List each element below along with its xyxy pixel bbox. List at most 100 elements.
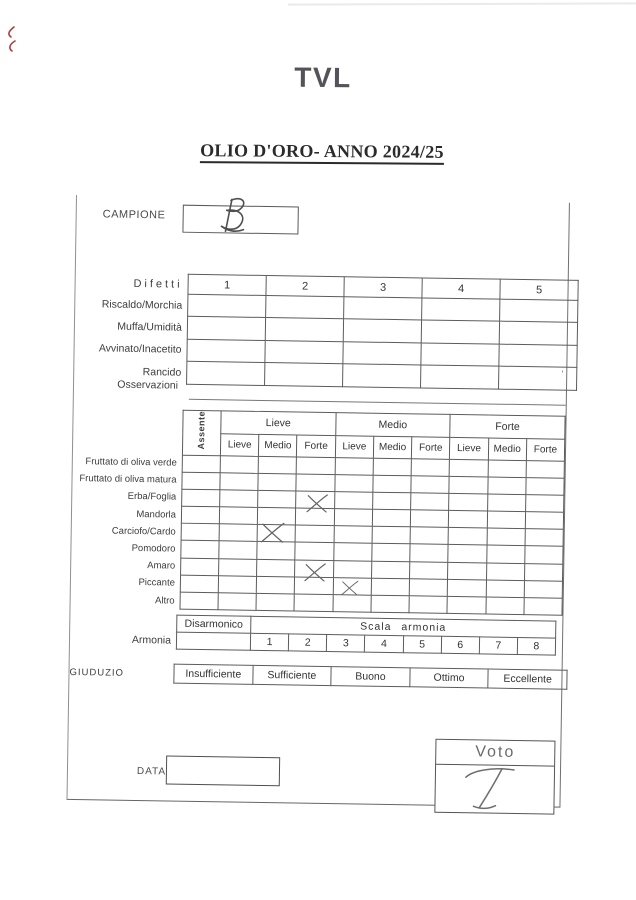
attributi-cell — [296, 456, 336, 475]
stray-pen-mark: ' — [560, 368, 565, 379]
x-mark-icon — [306, 494, 328, 513]
form-title: OLIO D'ORO- ANNO 2024/25 — [200, 140, 444, 165]
difetti-cell — [343, 319, 422, 343]
attributi-cell — [371, 526, 411, 545]
attributi-cell — [409, 595, 448, 614]
difetti-cell — [343, 296, 422, 321]
x-mark-icon — [260, 523, 285, 544]
disarmonico-header: Disarmonico — [176, 615, 251, 634]
attributi-cell — [371, 560, 410, 579]
data-label: DATA — [136, 766, 167, 778]
attributi-cell — [182, 454, 221, 473]
voto-value — [435, 765, 554, 813]
giudizio-option: Eccellente — [488, 669, 568, 690]
attributi-cell — [371, 543, 411, 562]
scala-armonia-cell: 6 — [440, 636, 480, 654]
difetti-cell — [264, 362, 343, 387]
attributi-cell — [296, 490, 335, 513]
attributi-cell — [447, 596, 486, 615]
armonia-spacer — [70, 613, 177, 632]
handwritten-7-icon — [465, 768, 515, 810]
scala-armonia-cell: 3 — [326, 634, 365, 653]
scala-armonia-cell: 4 — [364, 635, 404, 653]
difetti-cell — [342, 363, 421, 388]
attributi-cell — [487, 476, 526, 495]
attributi-cell — [373, 457, 412, 476]
scala-armonia-cell: 2 — [288, 633, 327, 652]
attributi-cell — [181, 523, 220, 542]
armonia-table: Disarmonico Scala armonia Armonia 1 2 3 4 5 6 7 8 — [70, 613, 556, 656]
difetti-cell: ' — [498, 366, 577, 390]
attributi-cell — [448, 527, 487, 546]
attributi-cell — [258, 455, 297, 474]
difetti-cell — [421, 297, 500, 322]
osservazioni-label: Osservazioni — [117, 378, 179, 392]
attributi-cell — [258, 473, 297, 491]
attributi-cell — [294, 594, 333, 612]
x-mark-icon — [304, 563, 326, 582]
attributi-subcolumn-header: Lieve — [335, 436, 374, 458]
attributi-cell — [256, 559, 296, 577]
difetti-cell — [265, 295, 344, 320]
difetti-cell — [187, 294, 266, 318]
attributi-cell — [485, 597, 524, 615]
attributi-subcolumn-header: Lieve — [220, 434, 259, 456]
difetti-cell — [420, 342, 500, 367]
difetti-table: Difetti 1 2 3 4 5 Riscaldo/Morchia Muffa/Umidit… — [74, 272, 579, 390]
attributi-cell — [523, 597, 563, 616]
difetti-table-label: Difetti — [133, 277, 183, 291]
attributi-row-label: Altro — [155, 594, 175, 607]
difetti-cell — [499, 321, 578, 346]
attributi-cell — [525, 511, 564, 530]
difetti-column-header: 5 — [499, 279, 579, 301]
attributi-cell — [180, 557, 219, 576]
attributi-cell — [219, 524, 258, 542]
attributi-cell — [486, 528, 526, 547]
attributi-group-header: Medio — [335, 412, 451, 438]
attributi-cell — [447, 562, 487, 580]
attributi-cell — [334, 457, 374, 475]
attributi-cell — [333, 525, 373, 544]
giudizio-option: Sufficiente — [252, 665, 332, 686]
difetti-cell — [498, 343, 578, 368]
difetti-cell — [186, 361, 265, 386]
attributi-cell — [487, 493, 526, 512]
difetti-cell — [264, 340, 344, 364]
attributi-row-label: Fruttato di oliva matura — [79, 473, 177, 486]
attributi-cell — [486, 545, 525, 564]
difetti-column-header: 4 — [421, 277, 501, 300]
attributi-row-label: Amaro — [147, 560, 176, 572]
attributi-cell — [410, 527, 449, 545]
voto-box: Voto — [434, 738, 556, 815]
attributi-subcolumn-header: Forte — [411, 437, 451, 459]
attributi-subcolumn-header: Medio — [373, 436, 412, 459]
attributi-cell — [485, 579, 525, 598]
page-title: TVL — [294, 61, 352, 94]
attributi-cell — [372, 492, 411, 510]
giudizio-option: Buono — [331, 666, 410, 687]
attributi-cell — [409, 561, 449, 580]
attributi-cell — [256, 593, 295, 612]
attributi-cell — [181, 471, 221, 490]
difetti-cell — [499, 299, 578, 323]
giudizio-table: GIUDUZIO Insufficiente Sufficiente Buono Ott… — [69, 662, 568, 690]
attributi-cell — [411, 458, 450, 477]
attributi-cell — [371, 578, 410, 596]
difetti-column-header: 3 — [343, 276, 423, 298]
attributi-cell — [220, 455, 259, 474]
attributi-cell — [409, 544, 449, 563]
attributi-cell — [333, 543, 372, 561]
giudizio-option: Ottimo — [409, 667, 489, 689]
difetti-cell — [342, 341, 422, 366]
attributi-cell — [334, 474, 374, 493]
giudizio-label: GIUDUZIO — [69, 666, 125, 679]
scala-armonia-cell: 1 — [250, 633, 289, 651]
attributi-cell — [333, 508, 373, 527]
attributi-row-label: Fruttato di oliva verde — [85, 456, 177, 469]
attributi-cell — [219, 472, 259, 491]
attributi-cell — [257, 541, 296, 560]
attributi-cell — [257, 523, 296, 544]
difetti-column-header: 2 — [265, 275, 345, 297]
handwritten-b-icon — [220, 197, 245, 233]
